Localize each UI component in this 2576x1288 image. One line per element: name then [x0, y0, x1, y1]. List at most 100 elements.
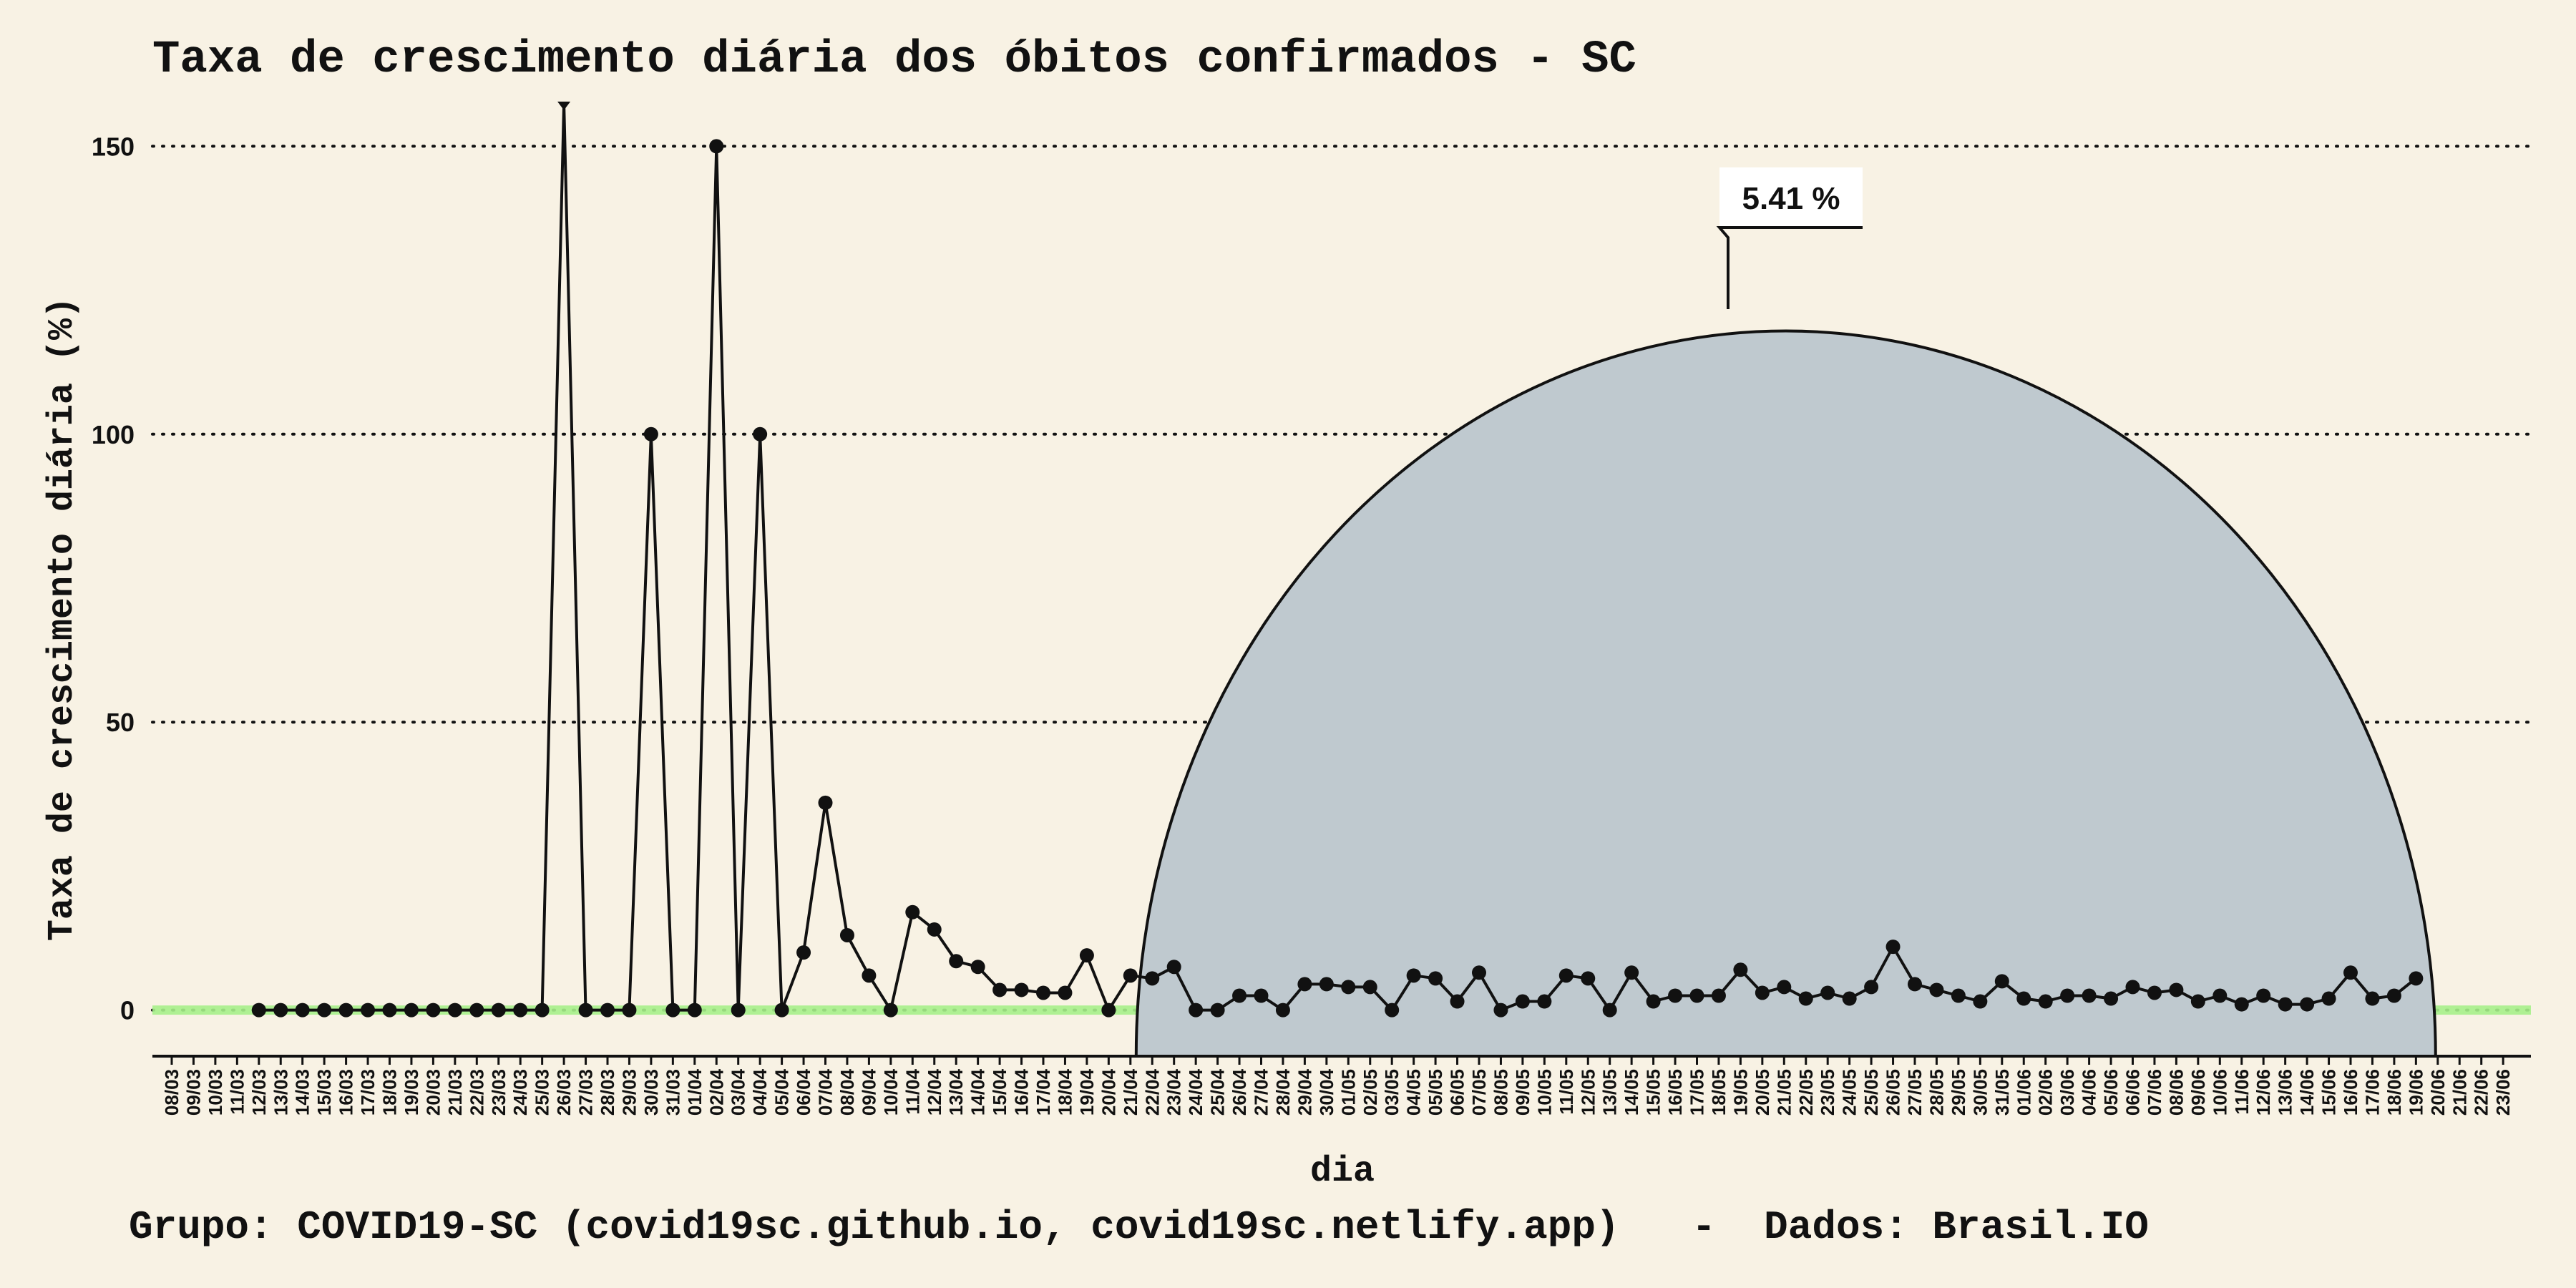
x-tick-label: 01/05	[1337, 1069, 1359, 1116]
x-tick-label: 23/05	[1817, 1069, 1838, 1116]
x-tick-label: 06/05	[1447, 1069, 1468, 1116]
data-point	[426, 1002, 441, 1018]
data-point	[2343, 965, 2358, 980]
data-point	[1733, 962, 1748, 977]
x-tick-label: 16/06	[2340, 1069, 2361, 1116]
data-point	[600, 1002, 615, 1018]
x-tick-label: 28/03	[597, 1069, 618, 1116]
data-point	[1232, 988, 1247, 1003]
data-point	[2278, 997, 2293, 1012]
data-point	[1602, 1002, 1617, 1018]
data-point	[1864, 980, 1879, 995]
data-point	[1537, 994, 1552, 1009]
data-point	[513, 1002, 528, 1018]
data-point	[1362, 980, 1377, 995]
data-point	[1646, 994, 1661, 1009]
x-tick-label: 07/06	[2144, 1069, 2165, 1116]
data-point	[1515, 994, 1530, 1009]
data-point	[927, 922, 942, 937]
data-point	[709, 139, 724, 154]
data-point	[905, 904, 920, 919]
data-point	[1994, 974, 2009, 989]
x-tick-label: 10/03	[205, 1069, 226, 1116]
data-point	[1668, 988, 1683, 1003]
data-point	[2234, 997, 2249, 1012]
x-tick-label: 24/03	[509, 1069, 531, 1116]
x-tick-label: 20/04	[1098, 1068, 1119, 1116]
data-point	[1558, 968, 1574, 983]
data-point	[2104, 991, 2119, 1006]
x-tick-label: 31/05	[1991, 1069, 2013, 1116]
x-tick-label: 13/06	[2275, 1069, 2296, 1116]
series-line-layer	[258, 102, 2417, 1012]
x-tick-label: 30/05	[1969, 1069, 1991, 1116]
data-point	[2038, 994, 2053, 1009]
x-tick-label: 07/04	[815, 1068, 836, 1116]
data-point	[1450, 994, 1465, 1009]
x-tick-label: 02/06	[2035, 1069, 2057, 1116]
x-tick-label: 11/06	[2231, 1069, 2253, 1115]
data-point	[251, 1002, 266, 1018]
data-point	[1689, 988, 1704, 1003]
x-tick-label: 15/06	[2318, 1069, 2340, 1116]
x-tick-label: 01/04	[684, 1068, 706, 1116]
data-point	[491, 1002, 506, 1018]
x-tick-label: 20/03	[422, 1069, 444, 1116]
data-point	[2386, 988, 2401, 1003]
x-tick-label: 28/05	[1926, 1069, 1947, 1116]
x-tick-label: 26/03	[553, 1069, 575, 1116]
x-tick-label: 26/05	[1883, 1069, 1904, 1116]
data-point	[535, 1002, 550, 1018]
data-point	[2060, 988, 2075, 1003]
x-axis-label: dia	[1310, 1151, 1375, 1192]
x-tick-label: 07/05	[1468, 1069, 1490, 1116]
x-tick-label: 05/05	[1425, 1069, 1446, 1116]
data-point	[883, 1002, 898, 1018]
x-tick-label: 03/04	[728, 1068, 749, 1116]
x-tick-label: 17/03	[357, 1069, 379, 1116]
data-point	[1123, 968, 1138, 983]
x-tick-label: 19/04	[1076, 1068, 1098, 1116]
x-tick-label: 30/04	[1316, 1068, 1337, 1116]
data-point	[1428, 971, 1443, 986]
x-tick-label: 04/06	[2079, 1069, 2100, 1116]
x-tick-label: 24/04	[1185, 1068, 1206, 1116]
data-point	[687, 1002, 702, 1018]
x-tick-label: 21/04	[1120, 1068, 1141, 1116]
x-tick-label: 09/06	[2187, 1069, 2209, 1116]
x-tick-label: 14/03	[292, 1069, 313, 1116]
x-tick-label: 12/04	[924, 1068, 945, 1116]
x-tick-label: 25/04	[1207, 1068, 1229, 1116]
annotation-dome	[1134, 329, 2437, 1058]
x-tick-label: 20/06	[2427, 1069, 2449, 1116]
x-tick-label: 03/06	[2057, 1069, 2078, 1116]
data-point	[1254, 988, 1269, 1003]
data-point	[1319, 977, 1334, 992]
x-tick-label: 10/04	[880, 1068, 902, 1116]
footer-credits: Grupo: COVID19-SC (covid19sc.github.io, …	[129, 1204, 2149, 1250]
data-point	[578, 1002, 593, 1018]
data-point	[447, 1002, 462, 1018]
x-tick-label: 25/03	[532, 1069, 553, 1116]
data-point	[1885, 940, 1901, 955]
data-point	[1014, 982, 1029, 997]
data-point	[2212, 988, 2228, 1003]
data-point	[1275, 1002, 1290, 1018]
x-tick-label: 27/05	[1904, 1069, 1926, 1116]
data-point	[1036, 985, 1050, 1000]
x-tick-label: 22/06	[2471, 1069, 2492, 1116]
data-point	[796, 945, 811, 960]
x-tick-label: 29/05	[1948, 1069, 1969, 1116]
x-tick-label: 10/05	[1533, 1069, 1555, 1116]
data-point	[1711, 988, 1726, 1003]
x-tick-label: 08/06	[2165, 1069, 2187, 1116]
x-tick-label: 31/03	[662, 1069, 683, 1116]
annotation-leader-line	[1716, 226, 1863, 309]
x-tick-label: 05/04	[771, 1068, 793, 1116]
data-point	[1341, 980, 1356, 995]
data-point	[1101, 1002, 1116, 1018]
x-tick-label: 15/05	[1643, 1069, 1664, 1116]
x-tick-label: 15/03	[313, 1069, 335, 1116]
data-point	[557, 102, 571, 110]
data-point	[295, 1002, 310, 1018]
